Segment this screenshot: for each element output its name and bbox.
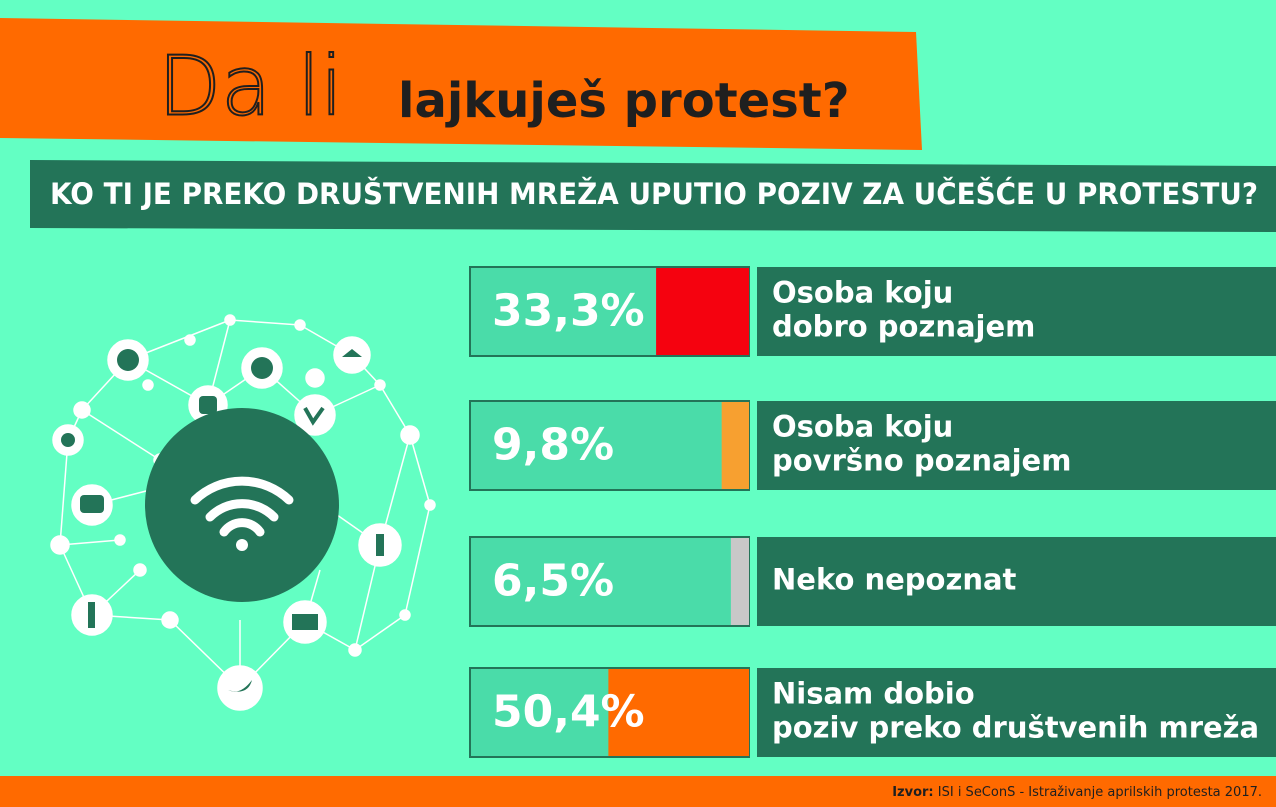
wifi-dot (236, 539, 248, 551)
title-prefix: Da li (158, 40, 343, 135)
network-icons (61, 349, 384, 692)
label-box (757, 668, 1276, 757)
category-label: Osoba koju površno poznajem (772, 410, 1071, 478)
wifi-icon (190, 476, 294, 537)
bar-track (469, 400, 750, 491)
label-box (757, 401, 1276, 490)
label-box (757, 537, 1276, 626)
value-label: 6,5% (492, 556, 614, 607)
category-label: Nisam dobio poziv preko društvenih mreža (772, 677, 1259, 745)
bar (608, 669, 749, 756)
chart-title: lajkuješ protest? (398, 73, 850, 129)
source: Izvor: ISI i SeConS - Istraživanje april… (892, 785, 1262, 800)
category-label: Osoba koju dobro poznajem (772, 276, 1035, 344)
source-label: Izvor: (892, 785, 933, 800)
value-label: 9,8% (492, 420, 614, 471)
bar-track (469, 536, 750, 627)
category-label: Neko nepoznat (772, 563, 1017, 597)
bar (730, 538, 749, 625)
chart-subtitle: KO TI JE PREKO DRUŠTVENIH MREŽA UPUTIO P… (50, 177, 1258, 211)
footer-band (0, 776, 1276, 807)
value-label: 50,4% (492, 687, 645, 738)
bar (721, 402, 749, 489)
value-label: 33,3% (492, 286, 645, 337)
source-text: ISI i SeConS - Istraživanje aprilskih pr… (938, 785, 1262, 800)
bar (656, 268, 749, 355)
subtitle-band (30, 160, 1276, 232)
label-box (757, 267, 1276, 356)
title-banner (0, 18, 922, 150)
